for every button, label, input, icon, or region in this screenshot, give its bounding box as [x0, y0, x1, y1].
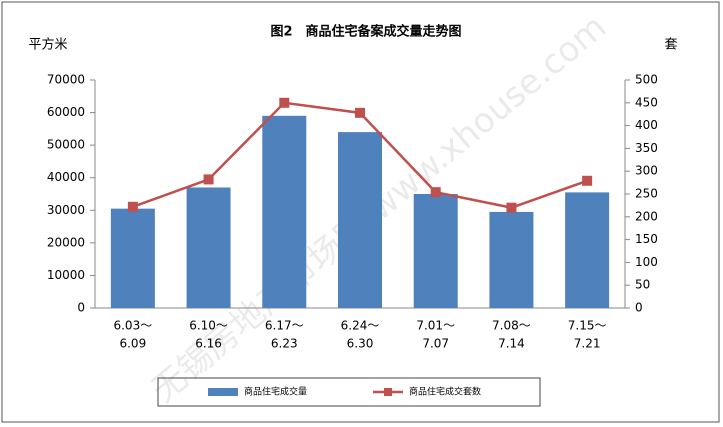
y-tick-label: 40000	[47, 170, 85, 184]
bar	[110, 208, 155, 308]
bar	[338, 132, 382, 308]
y2-tick-label: 100	[635, 255, 658, 269]
y2-tick-label: 400	[635, 118, 658, 132]
y2-tick-label: 250	[635, 187, 658, 201]
y-axis-label: 平方米	[28, 37, 67, 53]
x-tick-label: 7.21	[574, 337, 601, 351]
y2-tick-label: 0	[635, 301, 643, 315]
y-tick-label: 60000	[47, 105, 85, 119]
x-tick-label: 6.09	[119, 337, 146, 351]
bar	[262, 115, 307, 308]
y2-axis-label: 套	[664, 37, 677, 53]
line-marker	[127, 201, 138, 212]
y2-tick-label: 200	[635, 209, 658, 223]
bar	[186, 187, 231, 308]
x-tick-label: 6.17～	[265, 319, 304, 333]
x-tick-label: 6.30	[347, 337, 374, 351]
x-tick-label: 6.16	[195, 337, 222, 351]
legend-label: 商品住宅成交套数	[409, 386, 481, 398]
line-marker	[430, 187, 441, 198]
legend-swatch	[208, 388, 238, 396]
x-tick-label: 6.03～	[113, 319, 152, 333]
y-tick-label: 20000	[47, 235, 85, 249]
x-tick-label: 7.14	[498, 337, 525, 351]
y2-tick-label: 350	[635, 141, 658, 155]
y2-tick-label: 500	[635, 73, 658, 87]
chart-title: 图2 商品住宅备案成交量走势图	[270, 24, 461, 40]
y2-tick-label: 150	[635, 232, 658, 246]
x-tick-label: 7.15～	[568, 319, 607, 333]
line-marker	[279, 97, 290, 108]
x-tick-label: 6.24～	[341, 319, 380, 333]
bar	[413, 194, 458, 308]
y2-tick-label: 450	[635, 95, 658, 109]
legend-swatch	[384, 388, 392, 396]
y2-tick-label: 300	[635, 164, 658, 178]
bar	[489, 211, 534, 308]
x-tick-label: 6.10～	[189, 319, 228, 333]
y-tick-label: 70000	[47, 73, 85, 87]
y-tick-label: 10000	[47, 268, 85, 282]
line-marker	[582, 175, 593, 186]
x-tick-label: 6.23	[271, 337, 298, 351]
x-tick-label: 7.01～	[416, 319, 455, 333]
x-tick-label: 7.07	[422, 337, 449, 351]
legend-box	[157, 377, 541, 407]
line-marker	[203, 174, 214, 185]
legend-label: 商品住宅成交量	[244, 386, 307, 398]
y-tick-label: 50000	[47, 138, 85, 152]
line-marker	[506, 202, 517, 213]
y2-tick-label: 50	[635, 278, 650, 292]
line-marker	[355, 107, 365, 118]
bar	[565, 192, 610, 308]
y-tick-label: 30000	[47, 203, 85, 217]
x-tick-label: 7.08～	[492, 319, 531, 333]
y-tick-label: 0	[77, 301, 85, 315]
